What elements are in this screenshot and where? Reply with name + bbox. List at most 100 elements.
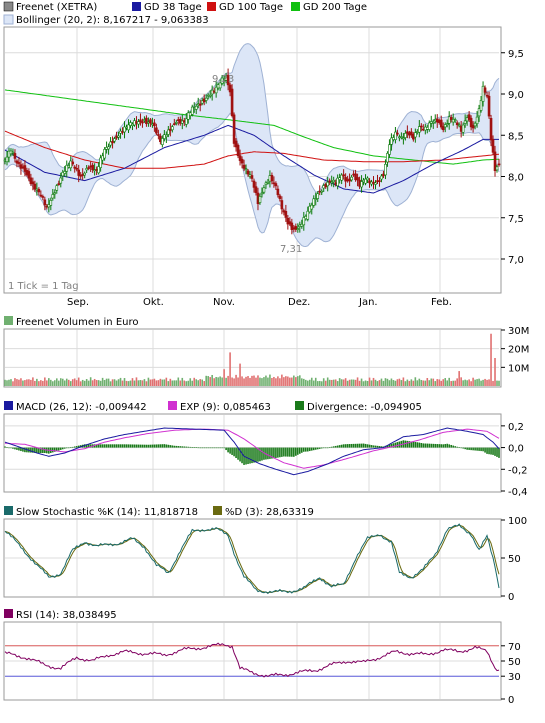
month-label: Nov.: [213, 297, 235, 308]
candle: [360, 175, 363, 193]
volume-bar: [91, 380, 94, 386]
divergence-bar: [123, 444, 126, 448]
exp-legend-label: EXP (9): 0,085463: [180, 402, 271, 413]
divergence-bar: [189, 446, 192, 448]
divergence-bar: [376, 445, 379, 448]
divergence-bar: [306, 447, 309, 452]
divergence-bar: [412, 441, 415, 448]
volume-bar: [18, 379, 20, 386]
divergence-bar: [297, 447, 299, 455]
volume-bar: [482, 379, 484, 386]
volume-bar: [52, 381, 54, 386]
candle: [479, 95, 483, 113]
volume-bar: [211, 374, 213, 386]
volume-bar: [376, 381, 379, 386]
divergence-bar: [71, 446, 74, 448]
divergence-bar: [462, 447, 464, 449]
candle: [320, 189, 324, 195]
volume-bar: [103, 380, 106, 386]
volume-bar: [440, 380, 443, 386]
candle: [17, 156, 21, 167]
legend-swatch: [4, 506, 13, 515]
divergence-bar: [324, 447, 327, 449]
candle: [87, 165, 90, 171]
divergence-bar: [289, 447, 291, 457]
volume-bar: [432, 378, 435, 386]
candle: [290, 218, 294, 235]
divergence-bar: [137, 444, 140, 448]
divergence-bar: [440, 444, 443, 448]
tick-label: 50: [508, 657, 521, 668]
divergence-bar: [424, 443, 427, 448]
volume-bar: [28, 379, 30, 386]
candle: [258, 193, 262, 205]
volume-bar: [322, 378, 325, 386]
volume-bar: [332, 379, 335, 386]
divergence-bar: [105, 444, 108, 448]
candle: [5, 150, 9, 166]
volume-bar: [89, 377, 92, 386]
volume-bar: [436, 379, 439, 386]
divergence-bar: [436, 444, 439, 448]
candle: [294, 223, 298, 232]
divergence-bar: [354, 443, 357, 448]
volume-bar: [368, 377, 371, 386]
volume-bar: [95, 380, 98, 386]
volume-bar: [117, 379, 120, 386]
candle: [378, 177, 381, 187]
candle: [31, 177, 35, 191]
volume-bar: [340, 379, 343, 386]
candle: [264, 180, 268, 189]
divergence-bar: [332, 446, 335, 448]
volume-bar: [157, 380, 160, 386]
divergence-bar: [149, 444, 152, 448]
divergence-bar: [478, 447, 480, 451]
volume-bar: [300, 378, 303, 386]
volume-bar: [330, 379, 333, 386]
divergence-bar: [141, 444, 144, 448]
divergence-bar: [223, 447, 225, 449]
candle: [214, 81, 218, 98]
volume-bar: [275, 378, 277, 386]
volume-bar: [12, 381, 14, 386]
candle: [386, 151, 389, 167]
divergence-bar: [249, 447, 251, 464]
divergence-bar: [229, 447, 231, 454]
volume-bar: [289, 377, 291, 386]
min-annotation: 7,31: [280, 244, 302, 255]
divergence-bar: [312, 447, 315, 451]
divergence-bar: [285, 447, 287, 457]
month-label: Jan.: [358, 297, 378, 308]
divergence-bar: [245, 447, 247, 465]
volume-bar: [237, 377, 239, 386]
stoch-d-legend-label: %D (3): 28,63319: [225, 507, 314, 518]
volume-bar: [470, 381, 472, 386]
divergence-bar: [299, 447, 301, 454]
macd-line: [4, 427, 500, 476]
candle: [453, 117, 457, 123]
divergence-bar: [24, 447, 26, 453]
divergence-bar: [107, 444, 110, 448]
volume-bar: [199, 379, 202, 386]
divergence-bar: [199, 447, 202, 449]
volume-bar: [442, 379, 445, 386]
gd200-line: [4, 89, 500, 165]
candle: [127, 119, 130, 134]
candle: [53, 189, 57, 199]
legend-gd38: GD 38 Tage: [132, 2, 202, 13]
volume-bar: [79, 381, 82, 386]
divergence-bar: [474, 447, 476, 451]
volume-bar: [253, 375, 255, 386]
month-label: Sep.: [67, 297, 89, 308]
volume-bar: [263, 377, 265, 386]
tick-label: 9,0: [508, 90, 524, 101]
divergence-bar: [44, 447, 46, 453]
divergence-bar: [205, 447, 207, 449]
divergence-bar: [59, 447, 62, 450]
divergence-bar: [336, 445, 339, 448]
volume-bar: [496, 380, 498, 386]
divergence-bar: [360, 443, 363, 448]
volume-bar: [26, 379, 28, 386]
volume-bar: [492, 380, 494, 386]
volume-bar: [247, 376, 249, 386]
